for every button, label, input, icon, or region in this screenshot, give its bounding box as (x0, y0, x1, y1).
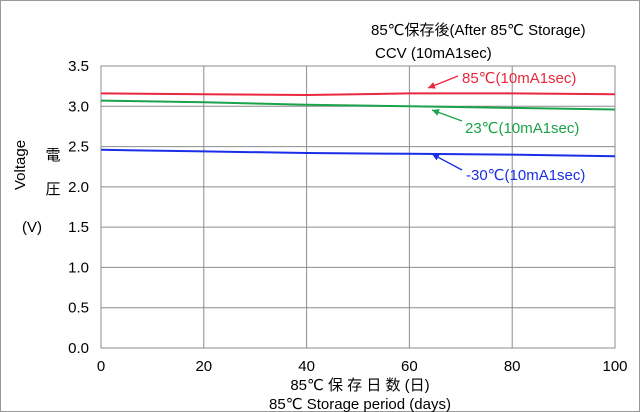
chart-title: 85℃保存後(After 85℃ Storage) (371, 22, 586, 39)
x-axis-label-en: 85℃ Storage period (days) (269, 396, 451, 412)
y-tick-label-5: 2.5 (68, 139, 89, 156)
series-line-0 (100, 92, 616, 97)
y-axis-unit: (V) (22, 219, 42, 236)
y-tick-label-0: 0.0 (68, 340, 89, 357)
series-labels: 85℃(10mA1sec) 23℃(10mA1sec) -30℃(10mA1sec) (427, 70, 585, 184)
y-axis-label-jp-2: 圧 (45, 181, 60, 198)
x-axis-label: 85℃ 保 存 日 数 (日) (290, 377, 429, 394)
tick-labels: 0.0 0.5 1.0 1.5 2.0 2.5 3.0 3.5 0 20 40 60 80 100 (68, 58, 627, 375)
y-tick-label-7: 3.5 (68, 58, 89, 75)
y-axis-label: Voltage (12, 140, 29, 190)
y-tick-label-4: 2.0 (68, 179, 89, 196)
y-tick-label-6: 3.0 (68, 98, 89, 115)
series-label-1: 23℃(10mA1sec) (465, 120, 579, 137)
x-tick-label-0: 0 (97, 358, 105, 375)
series-lines (100, 92, 616, 158)
series-arrowhead-1 (432, 109, 440, 116)
x-tick-label-2: 40 (298, 358, 315, 375)
series-arrowhead-2 (432, 154, 440, 161)
series-line-1 (100, 99, 616, 111)
x-tick-label-4: 80 (504, 358, 521, 375)
series-line-2 (100, 148, 616, 158)
x-tick-label-5: 100 (602, 358, 627, 375)
x-tick-label-1: 20 (195, 358, 212, 375)
series-label-0: 85℃(10mA1sec) (462, 70, 576, 87)
plot-border (100, 65, 616, 349)
series-label-2: -30℃(10mA1sec) (466, 167, 585, 184)
x-tick-label-3: 60 (401, 358, 418, 375)
y-axis-label-jp-1: 電 (45, 147, 60, 164)
plot-area (100, 65, 616, 349)
y-tick-label-1: 0.5 (68, 300, 89, 317)
y-tick-label-2: 1.0 (68, 259, 89, 276)
y-tick-label-3: 1.5 (68, 219, 89, 236)
series-arrowhead-0 (428, 82, 436, 89)
chart-subtitle: CCV (10mA1sec) (375, 45, 492, 62)
